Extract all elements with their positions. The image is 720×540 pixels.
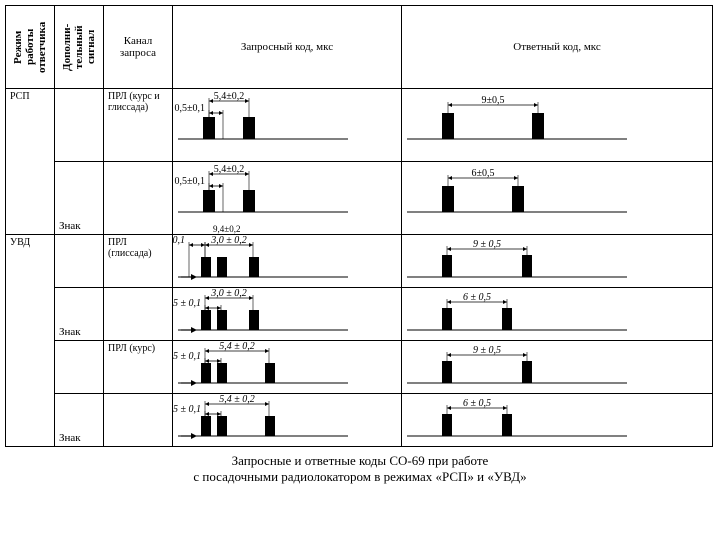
reply-diagram: 6±0,5 [402,162,713,235]
svg-text:0,5±0,1: 0,5±0,1 [175,103,206,114]
signal-cell [55,89,104,162]
svg-text:5,4±0,2: 5,4±0,2 [214,164,245,175]
channel-cell [104,288,173,341]
request-diagram: 5,4±0,2 0,5±0,1 9,4±0,2 [173,162,402,235]
svg-text:0,5±0,1: 0,5±0,1 [175,176,206,187]
svg-text:6±0,5: 6±0,5 [472,168,495,179]
svg-text:9±0,5: 9±0,5 [482,95,505,106]
svg-text:3,0 ± 0,2: 3,0 ± 0,2 [210,235,247,246]
svg-text:5,4 ± 0,2: 5,4 ± 0,2 [219,394,255,405]
svg-text:9 ± 0,5: 9 ± 0,5 [473,345,501,356]
svg-text:5,4 ± 0,2: 5,4 ± 0,2 [219,341,255,352]
signal-cell: Знак [55,394,104,447]
svg-text:3,0 ± 0,2: 3,0 ± 0,2 [210,288,247,299]
col-channel: Канал запроса [104,6,173,89]
svg-text:6 ± 0,5: 6 ± 0,5 [463,398,491,409]
svg-text:0,5 ± 0,1: 0,5 ± 0,1 [173,351,201,362]
col-reply: Ответный код, мкс [402,6,713,89]
channel-cell: ПРЛ (курс) [104,341,173,394]
svg-text:9 ± 0,5: 9 ± 0,5 [473,239,501,250]
reply-diagram: 9 ± 0,5 [402,341,713,394]
svg-text:0,5 ± 0,1: 0,5 ± 0,1 [173,404,201,415]
col-signal: Дополни-тельный сигнал [55,6,104,89]
signal-cell [55,341,104,394]
channel-cell: ПРЛ (глиссада) [104,235,173,288]
col-request: Запросный код, мкс [173,6,402,89]
svg-text:9,4±0,2: 9,4±0,2 [213,224,240,234]
mode-rsp: РСП [6,89,55,235]
reply-diagram: 9±0,5 [402,89,713,162]
reply-diagram: 6 ± 0,5 [402,394,713,447]
svg-text:6 ± 0,5: 6 ± 0,5 [463,292,491,303]
request-diagram: 5,4±0,2 0,5±0,1 [173,89,402,162]
signal-cell: Знак [55,162,104,235]
request-diagram: 5,4 ± 0,2 0,5 ± 0,1 [173,394,402,447]
reply-diagram: 6 ± 0,5 [402,288,713,341]
signal-cell [55,235,104,288]
codes-table: Режим работы ответчика Дополни-тельный с… [5,5,713,447]
col-mode: Режим работы ответчика [6,6,55,89]
request-diagram: 5,4 ± 0,2 0,5 ± 0,1 [173,341,402,394]
figure-caption: Запросные и ответные коды СО-69 при рабо… [5,447,715,485]
channel-cell [104,394,173,447]
channel-cell [104,162,173,235]
request-diagram: 3,0 ± 0,2 0,5 ± 0,1 [173,288,402,341]
reply-diagram: 9 ± 0,5 [402,235,713,288]
svg-text:0,5 ± 0,1: 0,5 ± 0,1 [173,298,201,309]
request-diagram: 3,0 ± 0,2 0,5± 0,1 [173,235,402,288]
svg-text:0,5± 0,1: 0,5± 0,1 [173,235,185,246]
signal-cell: Знак [55,288,104,341]
svg-text:5,4±0,2: 5,4±0,2 [214,91,245,102]
channel-cell: ПРЛ (курс и глиссада) [104,89,173,162]
mode-uvd: УВД [6,235,55,447]
